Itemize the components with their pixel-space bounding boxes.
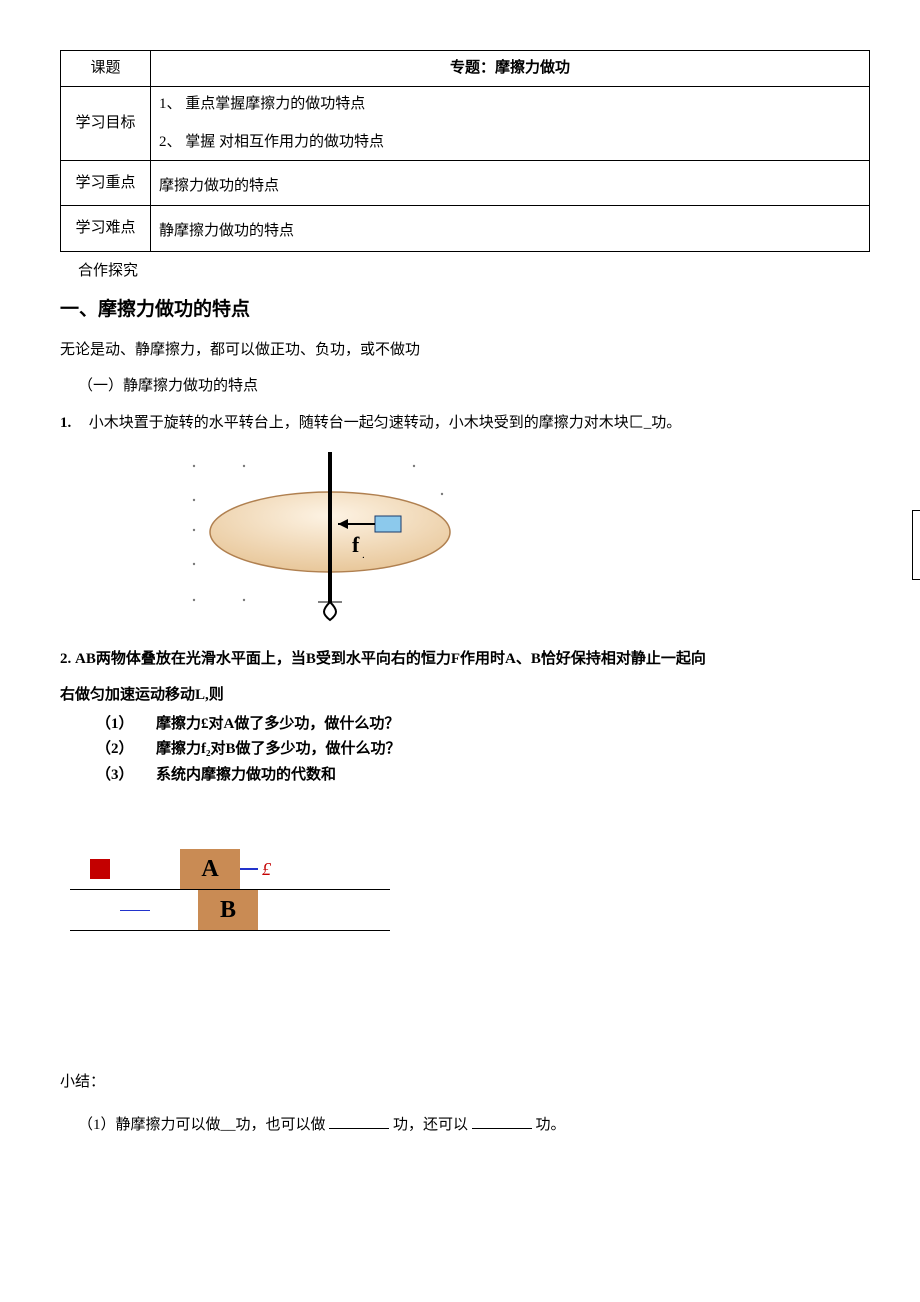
summary-p2: 功，还可以 <box>393 1117 468 1133</box>
q2-item-1: （1） 摩擦力£对A做了多少功，做什么功？ <box>96 713 870 736</box>
side-marker <box>912 510 920 580</box>
diagram-blocks-ab: A £ B <box>70 849 870 931</box>
section-1-sub: （一）静摩擦力做功的特点 <box>78 375 870 398</box>
block-b-label: B <box>198 890 258 930</box>
section-1-heading: 一、摩擦力做功的特点 <box>60 296 870 325</box>
row-zhongdian-content: 摩擦力做功的特点 <box>151 160 870 206</box>
turntable-svg: f . <box>180 452 480 622</box>
row-mubiao-content: 1、 重点掌握摩擦力的做功特点 2、 掌握 对相互作用力的做功特点 <box>151 86 870 160</box>
svg-text:.: . <box>362 549 365 561</box>
block-a-label: A <box>180 849 240 889</box>
q1-prefix: 1. <box>60 415 71 431</box>
q2-line2: 右做匀加速运动移动L,则 <box>60 684 870 707</box>
q2-item-3: （3） 系统内摩擦力做功的代数和 <box>96 764 870 787</box>
diagram-turntable: f . <box>180 452 870 630</box>
row-keti-label: 课题 <box>61 51 151 87</box>
section-1-intro: 无论是动、静摩擦力，都可以做正功、负功，或不做功 <box>60 339 870 362</box>
q2-prefix: 2. <box>60 651 71 667</box>
row-nandian-content: 静摩擦力做功的特点 <box>151 206 870 252</box>
small-red-square <box>90 859 110 879</box>
row-mubiao-label: 学习目标 <box>61 86 151 160</box>
force-f-label: £ <box>262 856 271 883</box>
summary-p1: （1）静摩擦力可以做__功，也可以做 <box>78 1117 329 1133</box>
question-2: 2. AB两物体叠放在光滑水平面上，当B受到水平向右的恒力F作用时A、B恰好保持… <box>60 648 870 671</box>
dash-under <box>120 910 150 911</box>
blank-2 <box>472 1114 532 1129</box>
f-label: f <box>352 532 360 557</box>
question-1: 1. 小木块置于旋转的水平转台上，随转台一起匀速转动，小木块受到的摩擦力对木块匚… <box>60 412 870 435</box>
summary-p3: 功。 <box>536 1117 566 1133</box>
summary-line: （1）静摩擦力可以做__功，也可以做 功，还可以 功。 <box>78 1114 870 1137</box>
mubiao-line2: 2、 掌握 对相互作用力的做功特点 <box>159 131 861 154</box>
row-zhongdian-label: 学习重点 <box>61 160 151 206</box>
blank-1 <box>329 1114 389 1129</box>
coop-explore: 合作探究 <box>78 260 870 283</box>
header-table: 课题 专题：摩擦力做功 学习目标 1、 重点掌握摩擦力的做功特点 2、 掌握 对… <box>60 50 870 252</box>
q1-text: 小木块置于旋转的水平转台上，随转台一起匀速转动，小木块受到的摩擦力对木块匚_功。 <box>89 415 682 431</box>
summary-label: 小结： <box>60 1071 870 1094</box>
force-dash <box>240 868 258 870</box>
q2-line1: AB两物体叠放在光滑水平面上，当B受到水平向右的恒力F作用时A、B恰好保持相对静… <box>75 651 706 667</box>
q2-item-2: （2） 摩擦力f₂对B做了多少功，做什么功？ <box>96 738 870 761</box>
topic-title: 专题：摩擦力做功 <box>151 51 870 87</box>
row-nandian-label: 学习难点 <box>61 206 151 252</box>
mubiao-line1: 1、 重点掌握摩擦力的做功特点 <box>159 93 861 116</box>
